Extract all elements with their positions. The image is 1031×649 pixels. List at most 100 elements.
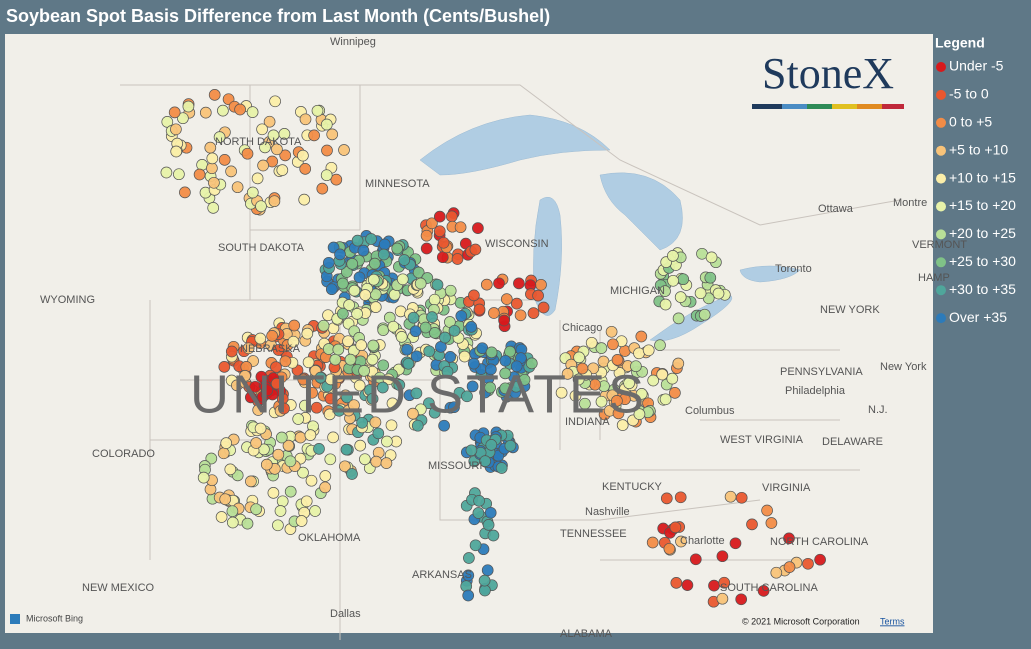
map-label: Columbus: [685, 405, 735, 417]
map-label: WEST VIRGINIA: [720, 434, 804, 446]
location-dot: [613, 367, 626, 379]
legend-swatch: [936, 117, 946, 128]
legend-title: Legend: [935, 35, 985, 51]
map-label: SOUTH DAKOTA: [218, 242, 305, 254]
location-dot: [448, 324, 461, 337]
location-dot: [718, 576, 731, 589]
location-dot: [681, 579, 694, 591]
location-dot: [261, 384, 274, 397]
location-dot: [466, 380, 479, 393]
location-dot: [376, 381, 389, 394]
location-dot: [395, 331, 408, 343]
map-label: Winnipeg: [330, 36, 376, 48]
map-label: WISCONSIN: [485, 238, 549, 250]
location-dot: [324, 392, 337, 405]
location-dot: [423, 397, 435, 410]
location-dot: [353, 379, 366, 392]
location-dot: [398, 254, 411, 266]
location-dot: [675, 535, 687, 548]
lakes: [419, 114, 801, 342]
location-dot: [473, 495, 485, 507]
location-dot: [468, 289, 480, 302]
location-dot: [297, 466, 309, 479]
legend-label: +20 to +25: [949, 225, 1016, 241]
location-dot: [346, 468, 358, 480]
location-dot: [746, 518, 758, 531]
location-dot: [244, 391, 257, 404]
location-dot: [224, 463, 237, 476]
location-dot: [467, 357, 480, 370]
map-label: Chicago: [562, 322, 602, 334]
location-dot: [499, 367, 512, 380]
location-dot: [366, 353, 379, 366]
location-dot: [255, 370, 268, 383]
location-dot: [353, 271, 366, 284]
location-dot: [537, 301, 550, 314]
location-dot: [500, 293, 513, 305]
map-label: UNITED STATES: [190, 364, 647, 424]
location-dot: [716, 592, 729, 605]
map-label: VIRGINIA: [762, 482, 811, 494]
location-dot: [642, 344, 655, 357]
location-dot: [576, 362, 589, 375]
location-dot: [783, 561, 796, 573]
location-dot: [368, 257, 381, 270]
location-dot: [420, 229, 433, 242]
map-label: NEW YORK: [820, 304, 880, 316]
location-dot: [670, 577, 683, 589]
logo-text: StoneX: [762, 49, 894, 98]
location-dot: [595, 342, 608, 354]
location-dot: [218, 154, 231, 166]
location-dot: [694, 287, 707, 300]
location-dot: [482, 519, 495, 531]
location-dot: [339, 460, 351, 473]
location-dot: [299, 113, 312, 126]
location-dot: [207, 202, 220, 214]
map-label: NEBRASKA: [240, 343, 301, 355]
location-dot: [724, 490, 737, 503]
map-label: MINNESOTA: [365, 178, 430, 190]
location-dot: [343, 299, 355, 311]
location-dot: [426, 217, 438, 230]
legend-label: Under -5: [949, 58, 1004, 74]
map-label: Charlotte: [680, 535, 725, 547]
location-dot: [409, 325, 422, 338]
location-dot: [761, 504, 773, 517]
map-label: KENTUCKY: [602, 481, 663, 493]
location-dot: [532, 289, 544, 302]
legend-swatch: [936, 89, 946, 100]
location-dot: [605, 325, 618, 338]
location-dot: [367, 339, 380, 352]
location-dot: [428, 293, 441, 306]
location-dot: [469, 243, 482, 256]
location-dot: [342, 335, 354, 348]
location-dot: [407, 311, 420, 324]
legend-swatch: [936, 257, 946, 268]
location-dot: [252, 404, 265, 416]
location-dot: [393, 379, 406, 391]
location-dot: [336, 277, 349, 290]
location-dot: [359, 453, 371, 466]
location-dot: [276, 164, 289, 176]
location-dot: [561, 368, 574, 380]
location-dot: [611, 395, 623, 407]
terms-link[interactable]: Terms: [880, 616, 905, 626]
location-dot: [465, 444, 478, 457]
location-dot: [646, 536, 659, 549]
map-label: COLORADO: [92, 448, 155, 460]
location-dot: [472, 222, 484, 234]
location-dot: [630, 360, 642, 373]
location-dot: [369, 301, 382, 313]
map-label: Ottawa: [818, 203, 854, 215]
location-dot: [245, 475, 257, 488]
location-dot: [268, 195, 281, 208]
map-label: Toronto: [775, 263, 812, 275]
location-dot: [170, 145, 183, 158]
legend-label: +10 to +15: [949, 169, 1016, 185]
location-dot: [344, 353, 357, 366]
logo: StoneX: [752, 49, 904, 109]
location-dot: [612, 407, 625, 420]
location-dot: [493, 277, 505, 290]
map-label: New York: [880, 361, 927, 373]
